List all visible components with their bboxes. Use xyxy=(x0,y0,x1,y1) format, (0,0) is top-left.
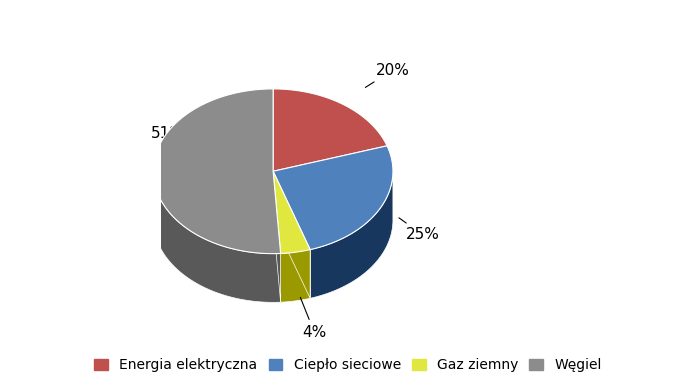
Polygon shape xyxy=(153,171,280,302)
Text: 4%: 4% xyxy=(301,298,326,340)
Polygon shape xyxy=(273,171,310,298)
Polygon shape xyxy=(273,146,393,250)
Polygon shape xyxy=(273,171,280,302)
Polygon shape xyxy=(273,171,280,302)
Polygon shape xyxy=(310,170,393,298)
Legend: Energia elektryczna, Ciepło sieciowe, Gaz ziemny, Węgiel: Energia elektryczna, Ciepło sieciowe, Ga… xyxy=(88,353,608,378)
Text: 51%: 51% xyxy=(151,126,196,144)
Text: 20%: 20% xyxy=(365,63,410,87)
Ellipse shape xyxy=(153,138,393,302)
Polygon shape xyxy=(273,171,310,253)
Polygon shape xyxy=(153,89,280,254)
Text: 25%: 25% xyxy=(399,218,440,242)
Polygon shape xyxy=(280,250,310,302)
Polygon shape xyxy=(273,171,310,298)
Polygon shape xyxy=(273,89,387,171)
